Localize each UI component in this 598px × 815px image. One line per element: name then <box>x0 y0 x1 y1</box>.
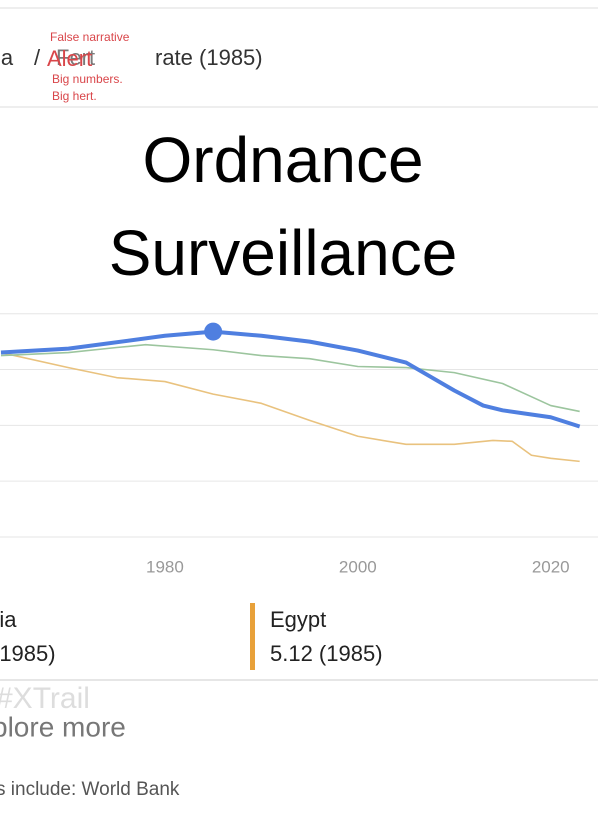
x-tick-label: 2020 <box>532 557 570 576</box>
watermark: #XTrail <box>0 682 90 715</box>
x-tick-label: 2000 <box>339 557 377 576</box>
series-line <box>0 329 581 429</box>
headline: Ordnance <box>142 124 423 196</box>
overlay-stamp: Alert <box>47 46 92 71</box>
legend-name: ria <box>0 607 17 632</box>
legend-value: (1985) <box>0 641 56 666</box>
overlay-text: False narrative <box>50 30 130 44</box>
sources: s include: World Bank <box>0 779 180 800</box>
legend: ria (1985) Egypt 5.12 (1985) <box>0 603 383 670</box>
headline: Surveillance <box>109 217 458 289</box>
explore-link[interactable]: plore more <box>0 711 126 742</box>
x-tick-label: 1980 <box>146 557 184 576</box>
highlight-point <box>204 322 223 341</box>
overlay-text: Big hert. <box>52 89 97 103</box>
header-place: ia <box>0 45 14 70</box>
series-line <box>0 351 580 463</box>
header-separator: / <box>34 45 41 70</box>
legend-value: 5.12 (1985) <box>270 641 383 666</box>
header-suffix: rate (1985) <box>155 45 263 70</box>
overlay-text: Big numbers. <box>52 72 123 86</box>
legend-name: Egypt <box>270 607 326 632</box>
overlay-backdrop <box>46 47 104 71</box>
legend-swatch <box>250 603 255 670</box>
header-metric: Fert <box>56 45 95 70</box>
plot: 1980 2000 2020 <box>0 313 598 576</box>
series-line <box>0 343 580 413</box>
